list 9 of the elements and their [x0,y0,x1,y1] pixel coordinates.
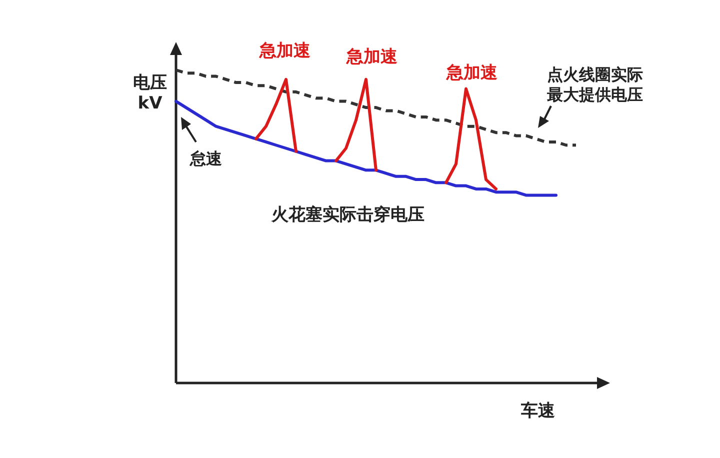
annotation: 火花塞实际击穿电压 [272,205,424,225]
y-axis-title: 电压 kV [133,73,167,114]
annotation: 急加速 [446,63,498,83]
text: 急加速 [258,41,310,61]
annotation: 怠速 [189,149,223,168]
annotation: 最大提供电压 [546,85,643,104]
text: 急加速 [346,47,398,67]
annotation: 点火线圈实际 [547,65,643,84]
x-axis-title: 车速 [520,401,555,421]
